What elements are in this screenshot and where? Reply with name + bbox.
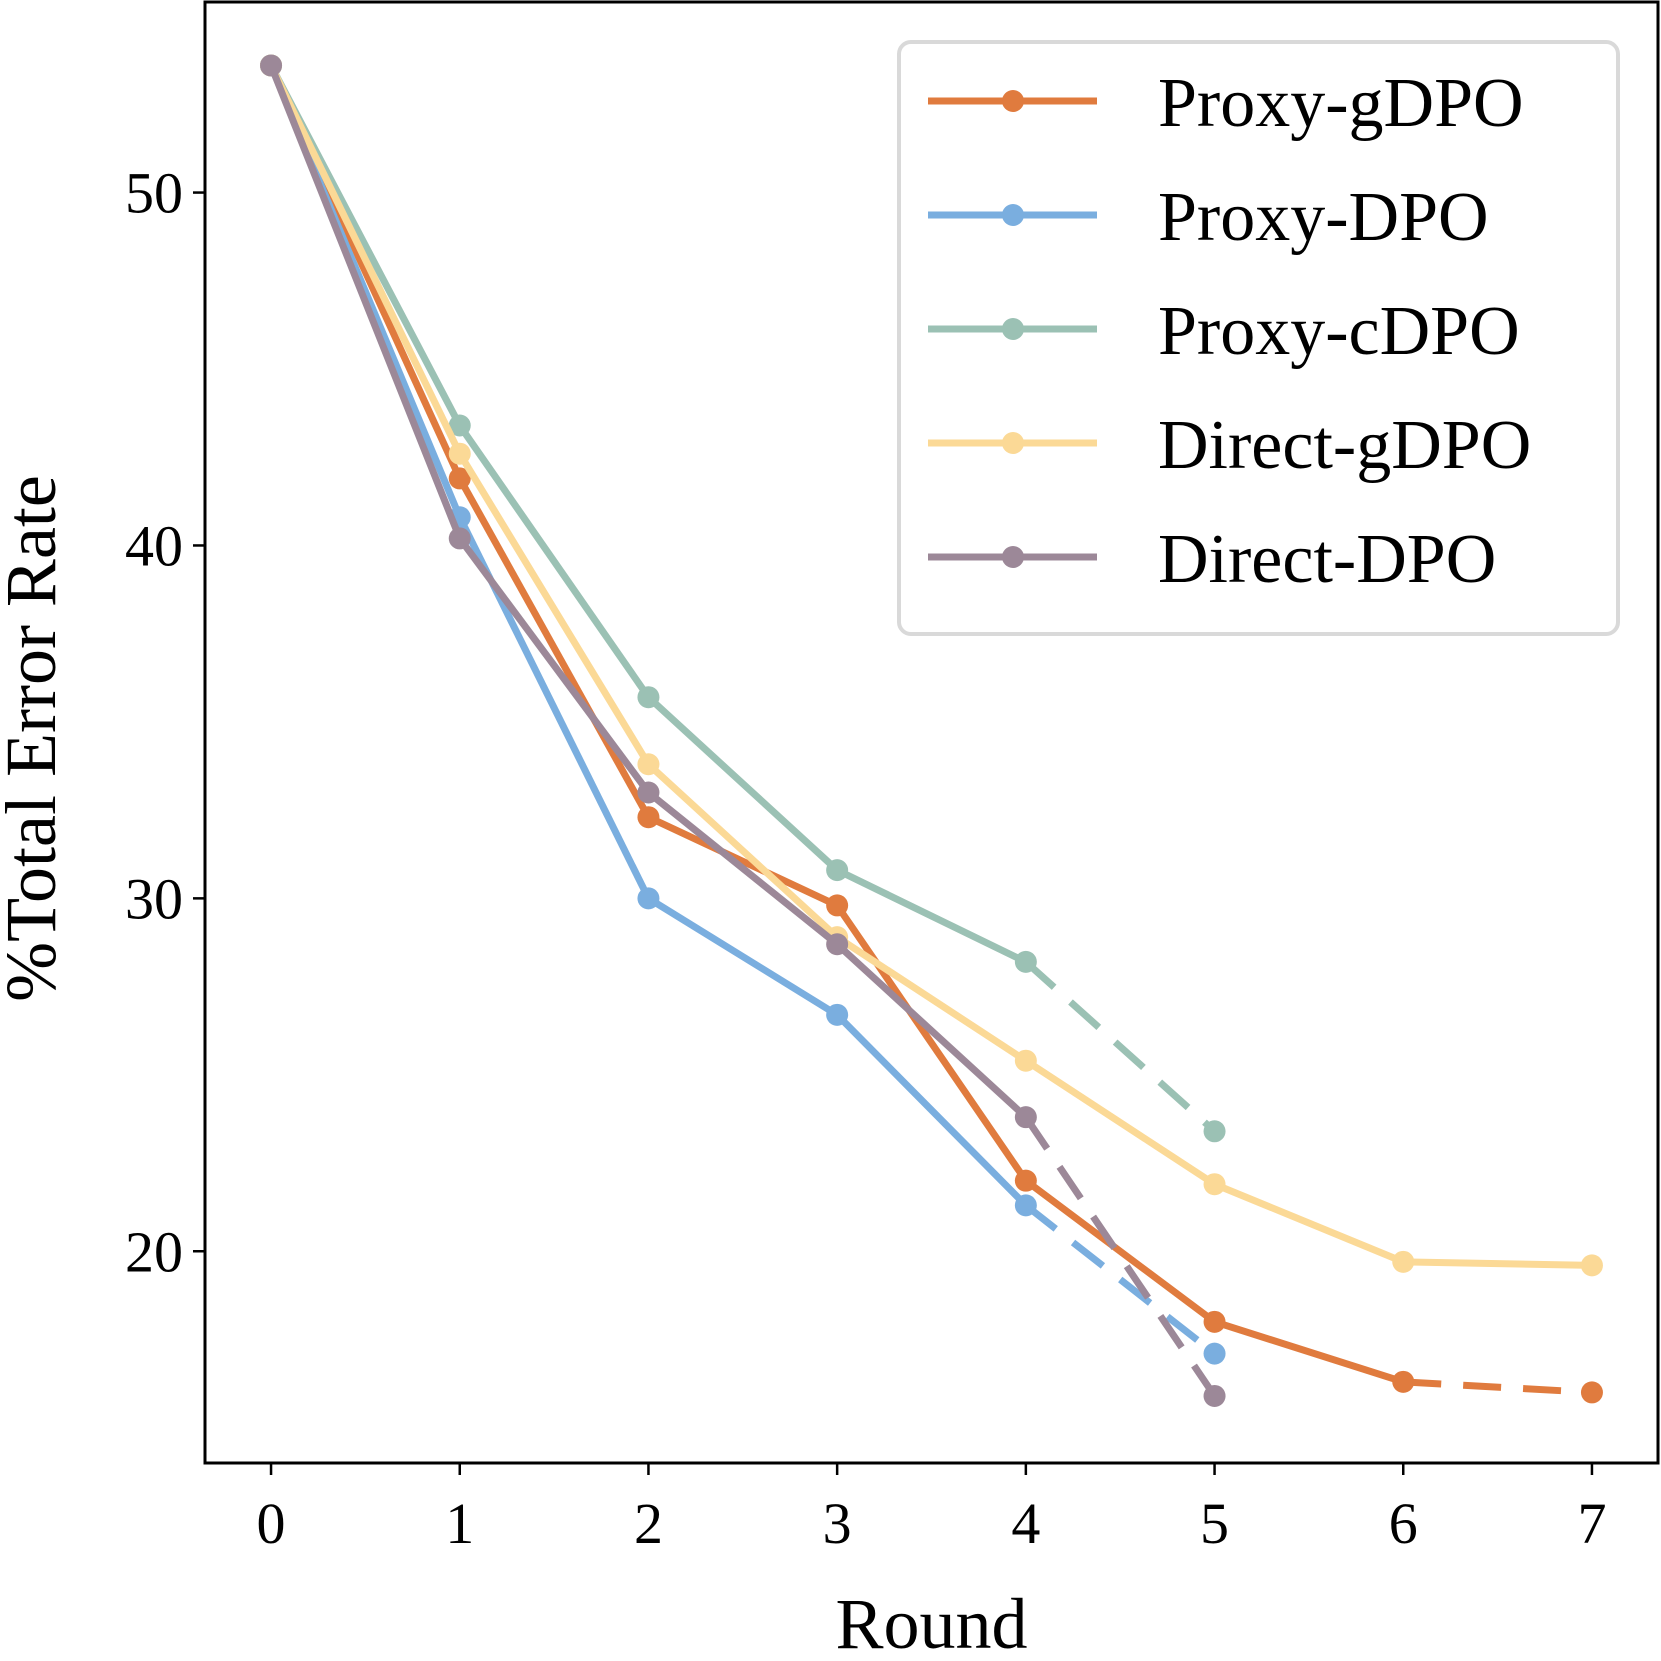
series-segment — [267, 63, 463, 456]
data-point — [1014, 1049, 1037, 1072]
y-tick-label: 50 — [125, 161, 183, 226]
data-point — [637, 781, 660, 804]
series-segment — [1403, 1378, 1593, 1396]
series-segment — [1023, 959, 1217, 1134]
series-segment — [835, 866, 1028, 966]
axes-frame — [203, 0, 1660, 1465]
data-point — [1203, 1120, 1226, 1143]
legend-item: Direct-DPO — [928, 521, 1496, 598]
series-Proxy-gDPO — [260, 54, 1603, 1404]
x-tick-label: 4 — [1011, 1491, 1040, 1556]
x-tick-label: 7 — [1577, 1491, 1606, 1556]
series-segment — [834, 903, 1029, 1183]
series-segment — [1023, 1177, 1217, 1325]
data-point — [826, 933, 849, 956]
x-tick-label: 2 — [634, 1491, 663, 1556]
series-segment — [267, 64, 463, 540]
data-point — [1203, 1342, 1226, 1365]
data-point — [826, 859, 849, 882]
legend-label: Direct-gDPO — [1158, 407, 1531, 484]
data-point — [1014, 1106, 1037, 1129]
series-segment — [646, 761, 840, 940]
legend-item: Direct-gDPO — [928, 407, 1531, 484]
series-segment — [1023, 1057, 1217, 1188]
series-segment — [646, 895, 839, 1018]
plot-area — [260, 54, 1603, 1407]
data-point — [637, 806, 660, 829]
data-point — [637, 686, 660, 709]
x-tick-label: 5 — [1200, 1491, 1229, 1556]
axis-ticks: 0 1 2 3 4 5 6 7 20 30 40 50 — [125, 161, 1606, 1556]
legend-label: Proxy-cDPO — [1158, 293, 1520, 370]
series-segment — [834, 941, 1029, 1120]
data-point — [448, 442, 471, 465]
series-segment — [456, 451, 652, 767]
series-segment — [1023, 1202, 1217, 1357]
data-point — [1580, 1254, 1603, 1277]
series-segment — [646, 814, 839, 909]
data-point — [1203, 1384, 1226, 1407]
legend-label: Direct-DPO — [1158, 521, 1496, 598]
data-point — [448, 414, 471, 437]
legend-marker — [1002, 432, 1024, 454]
data-point — [260, 54, 283, 77]
legend-marker — [1002, 90, 1024, 112]
series-segment — [835, 934, 1028, 1064]
series-Direct-DPO — [260, 54, 1226, 1407]
series-segment — [646, 694, 840, 873]
data-point — [1014, 950, 1037, 973]
data-point — [1580, 1381, 1603, 1404]
legend-label: Proxy-DPO — [1158, 179, 1489, 256]
legend-item: Proxy-gDPO — [928, 65, 1524, 142]
x-tick-label: 0 — [257, 1491, 286, 1556]
data-point — [637, 887, 660, 910]
series-Direct-gDPO — [260, 54, 1603, 1277]
legend-marker — [1002, 546, 1024, 568]
series-segment — [1213, 1180, 1405, 1266]
data-point — [1203, 1310, 1226, 1333]
y-tick-label: 30 — [125, 866, 183, 931]
legend-marker — [1002, 204, 1024, 226]
data-point — [1392, 1370, 1415, 1393]
series-segment — [1213, 1318, 1405, 1386]
data-point — [448, 527, 471, 550]
data-point — [826, 894, 849, 917]
data-point — [637, 753, 660, 776]
x-tick-label: 1 — [445, 1491, 474, 1556]
x-tick-label: 6 — [1389, 1491, 1418, 1556]
y-tick-label: 20 — [125, 1219, 183, 1284]
series-segment — [834, 1012, 1029, 1208]
legend-item: Proxy-DPO — [928, 179, 1489, 256]
data-point — [448, 467, 471, 490]
legend-label: Proxy-gDPO — [1158, 65, 1524, 142]
data-point — [826, 1003, 849, 1026]
series-segment — [646, 789, 840, 947]
legend: Proxy-gDPO Proxy-DPO Proxy-cDPO Direct-gDPO… — [897, 40, 1620, 636]
legend-item: Proxy-cDPO — [928, 293, 1520, 370]
series-segment — [1022, 1115, 1218, 1398]
y-axis-title: %Total Error Rate — [0, 475, 71, 1002]
data-point — [1203, 1173, 1226, 1196]
data-point — [1014, 1169, 1037, 1192]
x-axis-title: Round — [835, 1584, 1027, 1661]
y-tick-label: 40 — [125, 513, 183, 578]
series-segment — [1403, 1258, 1593, 1269]
series-segment — [456, 423, 652, 700]
series-segment — [456, 476, 652, 819]
x-tick-label: 3 — [823, 1491, 852, 1556]
data-point — [1392, 1250, 1415, 1273]
legend-marker — [1002, 318, 1024, 340]
data-point — [1014, 1194, 1037, 1217]
series-segment — [456, 536, 652, 795]
legend-frame — [897, 40, 1620, 636]
